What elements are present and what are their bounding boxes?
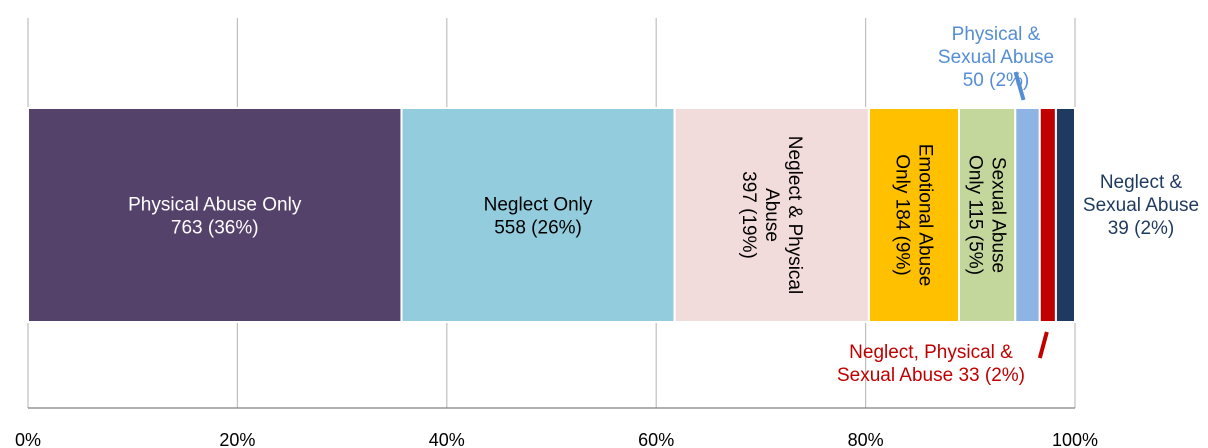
bar-segment (1054, 107, 1077, 323)
callout-label: Neglect & Sexual Abuse 39 (2%) (1083, 172, 1199, 239)
bar-segments (27, 107, 1077, 323)
callout-label: Physical & Sexual Abuse 50 (2%) (938, 24, 1054, 91)
segment-label: Emotional AbuseOnly 184 (9%) (891, 144, 935, 287)
bar-segment (957, 107, 1017, 323)
bar-segment (673, 107, 870, 323)
callout-leader (1037, 331, 1049, 359)
segment-label: Sexual AbuseOnly 115 (5%) (965, 155, 1009, 275)
bar-segment (400, 107, 676, 323)
x-tick-label: 100% (1052, 430, 1098, 448)
segment-label: Neglect Only 558 (26%) (484, 195, 593, 239)
x-tick-label: 60% (638, 430, 674, 448)
bar-segment (867, 107, 960, 323)
callout-label: Neglect, Physical & Sexual Abuse 33 (2%) (837, 342, 1025, 386)
x-tick-label: 0% (15, 430, 41, 448)
bar-segment (1038, 107, 1057, 323)
segment-labels: Physical Abuse Only 763 (36%) Neglect Only… (128, 24, 1199, 386)
segment-label: Neglect & PhysicalAbuse397 (19%) (738, 136, 805, 294)
callout-leader (1013, 71, 1026, 101)
x-tick-label: 80% (848, 430, 884, 448)
bar-segment (1014, 107, 1041, 323)
x-tick-label: 20% (219, 430, 255, 448)
x-tick-label: 40% (429, 430, 465, 448)
segment-label: Physical Abuse Only 763 (36%) (128, 195, 302, 239)
bar-segment (27, 107, 403, 323)
x-axis-ticks: 0% 20% 40% 60% 80% 100% (15, 430, 1098, 448)
